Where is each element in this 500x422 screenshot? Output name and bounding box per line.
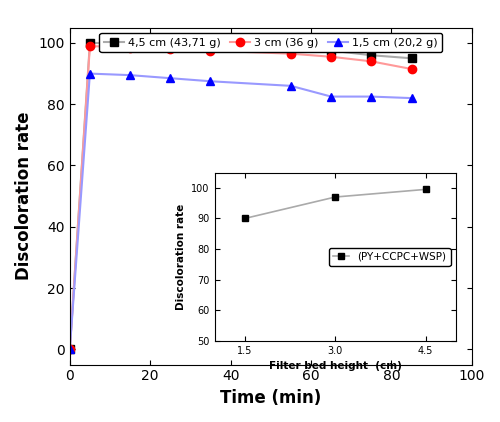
1,5 cm (20,2 g): [127, 73, 133, 78]
X-axis label: Time (min): Time (min): [220, 389, 322, 407]
4,5 cm (43,71 g): [328, 48, 334, 53]
Legend: 4,5 cm (43,71 g), 3 cm (36 g), 1,5 cm (20,2 g): 4,5 cm (43,71 g), 3 cm (36 g), 1,5 cm (2…: [100, 33, 442, 52]
4,5 cm (43,71 g): [168, 42, 173, 47]
1,5 cm (20,2 g): [208, 79, 214, 84]
Line: 3 cm (36 g): 3 cm (36 g): [66, 42, 416, 354]
Line: 4,5 cm (43,71 g): 4,5 cm (43,71 g): [66, 39, 416, 354]
1,5 cm (20,2 g): [288, 83, 294, 88]
3 cm (36 g): [87, 43, 93, 49]
Line: 1,5 cm (20,2 g): 1,5 cm (20,2 g): [66, 70, 416, 354]
3 cm (36 g): [408, 67, 414, 72]
1,5 cm (20,2 g): [328, 94, 334, 99]
3 cm (36 g): [168, 46, 173, 51]
3 cm (36 g): [288, 51, 294, 56]
3 cm (36 g): [127, 45, 133, 50]
4,5 cm (43,71 g): [127, 41, 133, 46]
4,5 cm (43,71 g): [87, 41, 93, 46]
4,5 cm (43,71 g): [368, 53, 374, 58]
4,5 cm (43,71 g): [288, 45, 294, 50]
1,5 cm (20,2 g): [368, 94, 374, 99]
3 cm (36 g): [208, 48, 214, 53]
3 cm (36 g): [368, 59, 374, 64]
4,5 cm (43,71 g): [208, 43, 214, 48]
Y-axis label: Discoloration rate: Discoloration rate: [15, 112, 33, 280]
3 cm (36 g): [67, 347, 73, 352]
1,5 cm (20,2 g): [87, 71, 93, 76]
1,5 cm (20,2 g): [67, 347, 73, 352]
4,5 cm (43,71 g): [67, 347, 73, 352]
1,5 cm (20,2 g): [168, 76, 173, 81]
1,5 cm (20,2 g): [408, 95, 414, 100]
4,5 cm (43,71 g): [408, 56, 414, 61]
3 cm (36 g): [328, 54, 334, 59]
